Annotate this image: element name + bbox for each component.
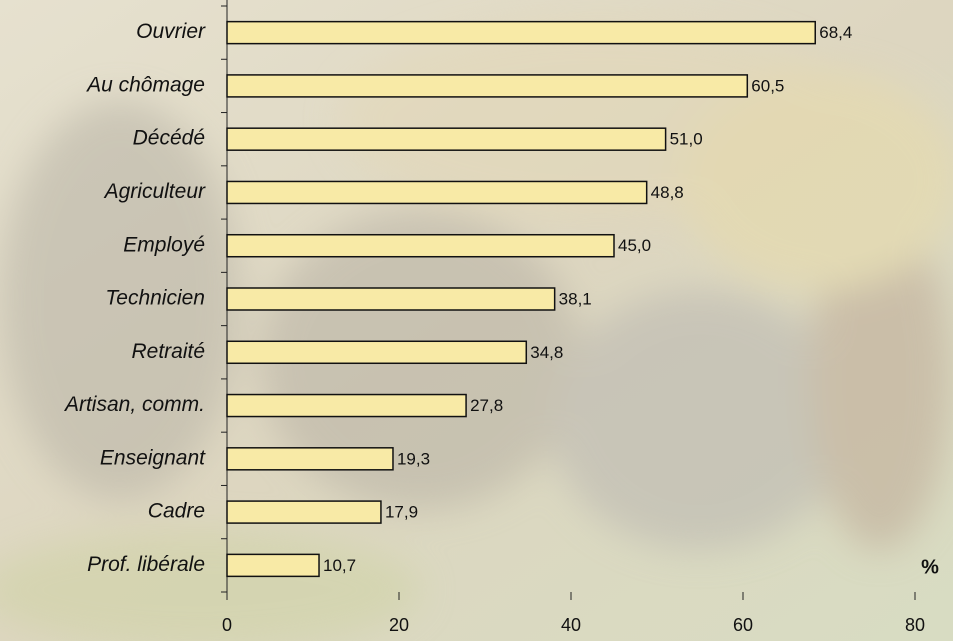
bar [226,500,382,524]
value-label: 45,0 [618,236,651,255]
category-label: Au chômage [85,73,205,96]
x-tick-label: 80 [905,615,925,635]
value-label: 19,3 [397,449,430,468]
bar [226,180,648,205]
value-label: 68,4 [819,23,852,42]
category-label: Enseignant [100,446,206,469]
category-label: Employé [123,233,205,256]
bar [226,127,667,151]
value-label: 60,5 [751,76,784,95]
category-label: Ouvrier [136,20,206,43]
category-label: Cadre [148,500,205,523]
bar [226,74,749,98]
x-unit-label: % [921,556,939,578]
value-label: 51,0 [670,130,703,149]
bar [226,393,467,418]
value-label: 38,1 [559,289,592,308]
value-label: 34,8 [530,343,563,362]
bar [226,233,615,258]
category-label: Artisan, comm. [63,393,205,416]
category-label: Technicien [105,287,205,310]
x-tick-label: 0 [222,615,232,635]
bar [226,287,556,311]
value-label: 17,9 [385,503,418,522]
background-photo [0,20,953,641]
category-label: Décédé [133,127,205,150]
bar [226,20,816,45]
value-label: 27,8 [470,396,503,415]
value-label: 48,8 [651,183,684,202]
value-label: 10,7 [323,556,356,575]
category-label: Retraité [131,340,205,363]
x-tick-label: 60 [733,615,753,635]
category-label: Prof. libérale [87,553,205,576]
bar [226,447,394,471]
x-tick-label: 20 [389,615,409,635]
bar [226,553,320,578]
bar [226,340,528,365]
category-label: Agriculteur [103,180,206,203]
x-tick-label: 40 [561,615,581,635]
